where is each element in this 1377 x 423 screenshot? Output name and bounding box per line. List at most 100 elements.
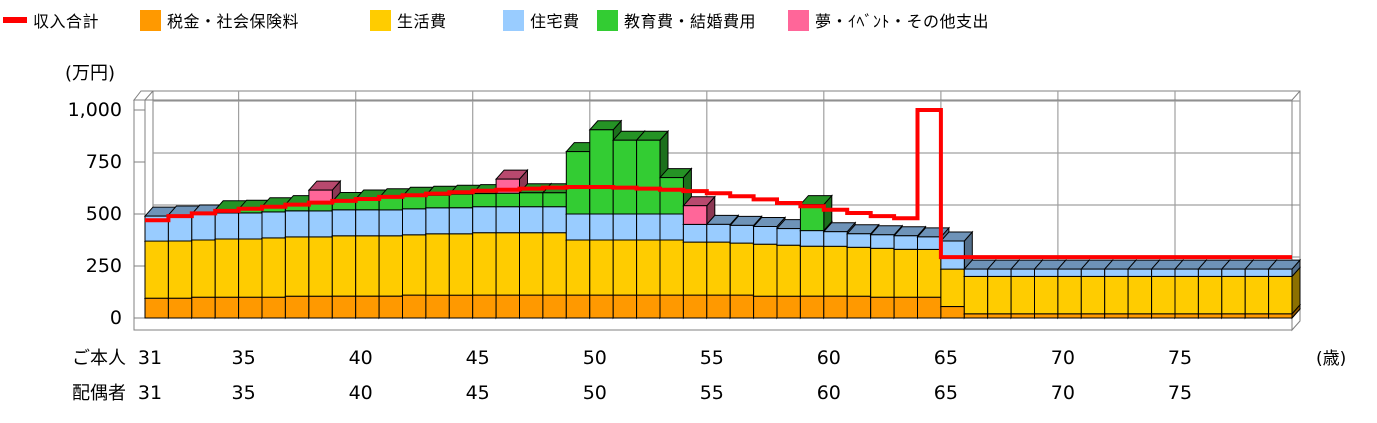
y-tick-label-1000: 1,000 xyxy=(68,99,122,121)
bar-46-education xyxy=(495,192,521,208)
x-tick-label-spouse-31: 31 xyxy=(138,382,162,404)
x-tick-label-self-35: 35 xyxy=(232,347,256,369)
bar-62-housing xyxy=(870,234,895,249)
bar-36-tax xyxy=(261,296,286,319)
bar-60-tax xyxy=(823,295,848,319)
bar-54-tax xyxy=(682,294,708,319)
x-axis-row-label-spouse: 配偶者 xyxy=(72,383,126,404)
bar-66-living xyxy=(963,275,989,315)
bar-44-tax xyxy=(448,294,474,319)
bar-57-living xyxy=(753,243,778,297)
legend-label-housing: 住宅費 xyxy=(530,12,580,31)
bar-79-housing xyxy=(1268,268,1293,277)
bar-52-housing xyxy=(636,213,661,241)
bar-62-living xyxy=(870,247,895,298)
bar-48-living xyxy=(542,232,567,296)
bar-51-housing xyxy=(612,213,638,241)
bar-72-tax xyxy=(1104,313,1129,319)
bar-73-housing xyxy=(1127,268,1152,277)
bar-33-living xyxy=(191,239,216,298)
bar-38-education xyxy=(308,203,333,212)
bar-56-tax xyxy=(729,294,755,319)
x-axis-row-label-self: ご本人 xyxy=(72,348,126,369)
bar-42-housing xyxy=(402,208,427,236)
bar-66-tax xyxy=(963,313,989,319)
legend-line-marker-income xyxy=(3,17,27,23)
x-tick-label-spouse-75: 75 xyxy=(1168,382,1192,404)
bar-49-housing xyxy=(565,213,591,241)
bar-71-housing xyxy=(1080,268,1106,277)
x-tick-label-spouse-45: 45 xyxy=(466,382,490,404)
legend-item-living: 生活費 xyxy=(370,6,447,34)
bar-74-housing xyxy=(1151,268,1176,277)
bar-57-housing xyxy=(753,226,778,245)
bar-52-education xyxy=(636,139,661,215)
bar-62-tax xyxy=(870,296,895,319)
bar-47-tax xyxy=(519,294,544,319)
bar-43-education xyxy=(425,194,450,209)
bar-59-housing xyxy=(799,230,825,247)
bar-78-living xyxy=(1244,275,1270,315)
x-tick-label-self-31: 31 xyxy=(138,347,162,369)
bar-38-living xyxy=(308,236,333,297)
bar-41-tax xyxy=(378,295,404,319)
bar-49-education xyxy=(565,151,591,215)
bar-50-housing xyxy=(589,213,614,241)
bar-41-living xyxy=(378,235,404,297)
legend-square-marker-housing xyxy=(503,9,524,31)
x-tick-label-self-60: 60 xyxy=(817,347,841,369)
bar-33-housing xyxy=(191,213,216,241)
bar-37-tax xyxy=(284,295,310,319)
bar-53-living xyxy=(659,239,684,296)
bar-78-housing xyxy=(1244,268,1270,277)
bar-65-housing xyxy=(940,240,965,270)
bar-40-living xyxy=(355,235,380,297)
bar-48-education xyxy=(542,192,567,208)
bar-75-tax xyxy=(1174,313,1199,319)
bar-45-living xyxy=(472,232,497,296)
bar-48-tax xyxy=(542,294,567,319)
bar-53-tax xyxy=(659,294,684,319)
bar-50-tax xyxy=(589,294,614,319)
income-line xyxy=(145,108,1292,260)
bar-61-tax xyxy=(846,295,872,319)
legend-label-event: 夢・ｲﾍﾞﾝﾄ・その他支出 xyxy=(815,12,990,31)
bar-75-living xyxy=(1174,275,1199,315)
chart-legend: 収入合計 税金・社会保険料 生活費 住宅費 教育費・結婚費用 夢・ｲﾍﾞﾝﾄ・その他支出 xyxy=(0,0,1377,40)
bar-59-tax xyxy=(799,295,825,319)
bar-60-housing xyxy=(823,231,848,247)
legend-square-marker-living xyxy=(370,9,391,31)
legend-label-living: 生活費 xyxy=(397,12,447,31)
bar-41-education xyxy=(378,197,404,211)
bar-34-living xyxy=(214,238,240,298)
bar-70-living xyxy=(1057,275,1082,315)
legend-square-marker-education xyxy=(597,9,618,31)
bar-43-tax xyxy=(425,294,450,319)
bar-52-living xyxy=(636,239,661,296)
bar-50-education xyxy=(589,129,614,215)
bar-34-tax xyxy=(214,296,240,319)
bar-51-education xyxy=(612,139,638,215)
bar-54-living xyxy=(682,241,708,296)
bar-33-tax xyxy=(191,296,216,319)
bar-37-living xyxy=(284,236,310,297)
bar-77-tax xyxy=(1221,313,1246,319)
bar-70-housing xyxy=(1057,268,1082,277)
bar-58-living xyxy=(776,244,801,297)
bar-35-living xyxy=(238,238,263,298)
bar-32-housing xyxy=(167,214,193,242)
legend-item-housing: 住宅費 xyxy=(503,6,580,34)
bar-45-housing xyxy=(472,206,497,234)
bar-39-tax xyxy=(331,295,357,319)
bar-63-living xyxy=(893,248,918,298)
x-tick-label-spouse-70: 70 xyxy=(1051,382,1075,404)
bar-63-tax xyxy=(893,296,918,319)
bar-78-tax xyxy=(1244,313,1270,319)
x-tick-label-self-55: 55 xyxy=(700,347,724,369)
bar-43-housing xyxy=(425,207,450,235)
bar-67-housing xyxy=(987,268,1012,277)
x-axis-unit-label: (歳) xyxy=(1316,349,1346,369)
bar-63-housing xyxy=(893,235,918,250)
bar-40-tax xyxy=(355,295,380,319)
